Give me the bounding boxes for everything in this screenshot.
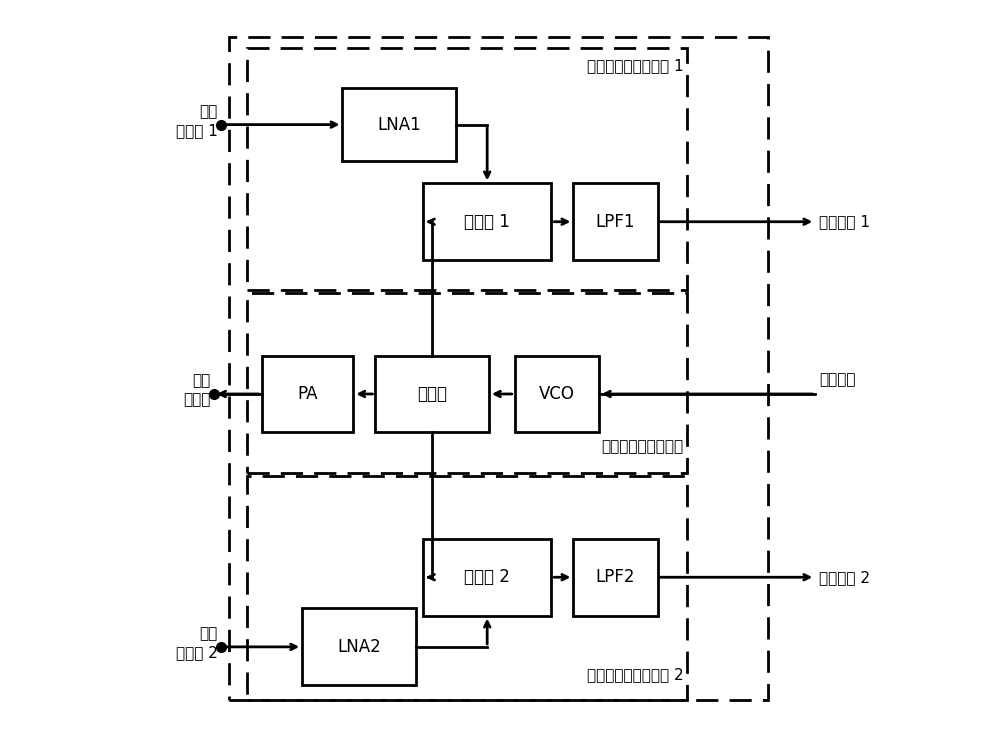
Text: LPF2: LPF2 [596,568,635,586]
FancyBboxPatch shape [423,539,551,616]
Text: 乘法器 1: 乘法器 1 [464,213,510,231]
Text: 中频信号 1: 中频信号 1 [819,214,870,229]
FancyBboxPatch shape [573,539,658,616]
FancyBboxPatch shape [262,356,353,432]
Text: 乘法器 2: 乘法器 2 [464,568,510,586]
FancyBboxPatch shape [342,88,456,161]
Text: LNA1: LNA1 [377,116,421,133]
Text: 功分器: 功分器 [417,385,447,403]
Text: 接收
馈源口 1: 接收 馈源口 1 [176,104,218,138]
Text: LPF1: LPF1 [596,213,635,231]
Text: 毫米波接收前端电路 2: 毫米波接收前端电路 2 [587,667,683,682]
FancyBboxPatch shape [573,183,658,260]
FancyBboxPatch shape [302,608,416,685]
Text: LNA2: LNA2 [337,638,381,656]
FancyBboxPatch shape [423,183,551,260]
Text: VCO: VCO [539,385,575,403]
Text: PA: PA [297,385,318,403]
Text: 发射
馈源口: 发射 馈源口 [183,374,210,407]
Text: 中频信号 2: 中频信号 2 [819,570,870,585]
FancyBboxPatch shape [375,356,489,432]
Text: 毫米波接收前端电路 1: 毫米波接收前端电路 1 [587,59,683,73]
Text: 控制信号: 控制信号 [819,372,855,387]
Text: 毫米波发射前端电路: 毫米波发射前端电路 [601,440,683,454]
Text: 接收
馈源口 2: 接收 馈源口 2 [176,627,218,660]
FancyBboxPatch shape [515,356,599,432]
